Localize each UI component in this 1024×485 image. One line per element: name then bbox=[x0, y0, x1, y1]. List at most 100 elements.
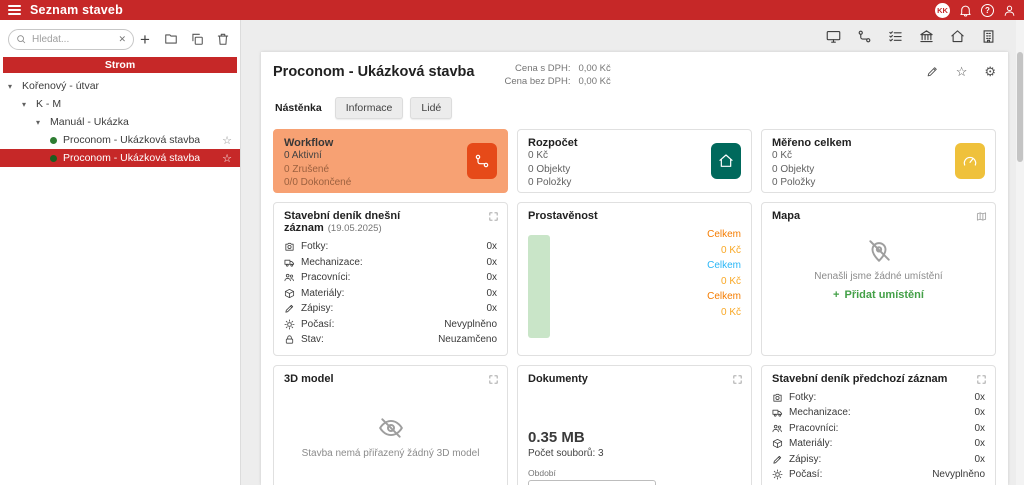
card-workflow[interactable]: Workflow 0 Aktivní 0 Zrušené 0/0 Dokonče… bbox=[273, 129, 508, 193]
tab-nastenka[interactable]: Nástěnka bbox=[275, 102, 322, 114]
tab-lide[interactable]: Lidé bbox=[410, 97, 453, 119]
truck-icon bbox=[284, 257, 295, 268]
status-dot bbox=[50, 154, 57, 162]
chevron-down-icon[interactable]: ▾ bbox=[8, 81, 13, 91]
map-button[interactable] bbox=[976, 210, 987, 225]
map-empty-state: Nenašli jsme žádné umístění + Přidat umí… bbox=[772, 238, 985, 301]
card-mereno[interactable]: Měřeno celkem 0 Kč 0 Objekty 0 Položky bbox=[761, 129, 996, 193]
expand-icon bbox=[732, 374, 743, 385]
home-button[interactable] bbox=[947, 26, 967, 46]
expand-button[interactable] bbox=[488, 210, 499, 225]
bank-button[interactable] bbox=[916, 26, 936, 46]
chevron-down-icon[interactable]: ▾ bbox=[22, 99, 27, 109]
header-actions: ☆ ⚙ bbox=[926, 65, 996, 78]
tabs: Nástěnka Informace Lidé bbox=[273, 97, 996, 119]
camera-icon bbox=[772, 392, 783, 403]
card-title: Stavební deník předchozí záznam bbox=[772, 372, 948, 385]
building-icon bbox=[981, 29, 996, 44]
card-rozpocet[interactable]: Rozpočet 0 Kč 0 Objekty 0 Položky bbox=[517, 129, 752, 193]
star-icon[interactable]: ☆ bbox=[222, 134, 232, 147]
tree-node-stavba-2-selected[interactable]: Proconom - Ukázková stavba ☆ bbox=[0, 149, 240, 167]
add-button[interactable]: + bbox=[134, 28, 156, 50]
content-panel: Proconom - Ukázková stavba Cena s DPH: 0… bbox=[261, 52, 1008, 485]
chevron-down-icon[interactable]: ▾ bbox=[36, 117, 41, 127]
edit-button[interactable] bbox=[926, 65, 939, 78]
new-folder-button[interactable] bbox=[160, 28, 182, 50]
diary-row: Fotky: 0x bbox=[772, 390, 985, 406]
search-input[interactable] bbox=[30, 32, 115, 46]
period-select[interactable]: Vše ▾ bbox=[528, 479, 656, 485]
card-denik-predchozi: Stavební deník předchozí záznam Fotky: 0x… bbox=[761, 364, 996, 485]
home-icon bbox=[718, 153, 734, 169]
status-dot bbox=[50, 136, 57, 144]
card-denik-dnesni: Stavební deník dnešní záznam (19.05.2025)… bbox=[273, 202, 508, 356]
panel-header: Proconom - Ukázková stavba Cena s DPH: 0… bbox=[273, 62, 996, 88]
trash-icon bbox=[216, 32, 230, 46]
diary-row: Mechanizace: 0x bbox=[284, 255, 497, 271]
pencil-icon bbox=[284, 303, 295, 314]
tree-node-root[interactable]: ▾ Kořenový - útvar bbox=[0, 77, 240, 95]
tree-node-label: Proconom - Ukázková stavba bbox=[63, 134, 201, 146]
tree-node-km[interactable]: ▾ K - M bbox=[0, 95, 240, 113]
documents-count: Počet souborů: 3 bbox=[528, 447, 604, 459]
delete-button[interactable] bbox=[212, 28, 234, 50]
pencil-icon bbox=[772, 454, 783, 465]
monitor-button[interactable] bbox=[823, 26, 843, 46]
expand-button[interactable] bbox=[732, 373, 743, 388]
copy-button[interactable] bbox=[186, 28, 208, 50]
card-title: Mapa bbox=[772, 210, 801, 222]
workflow-button[interactable] bbox=[854, 26, 874, 46]
card-title: Rozpočet bbox=[528, 137, 578, 149]
tree-node-manual[interactable]: ▾ Manuál - Ukázka bbox=[0, 113, 240, 131]
tree: ▾ Kořenový - útvar ▾ K - M ▾ Manuál - Uk… bbox=[0, 73, 240, 167]
avatar[interactable]: KK bbox=[935, 2, 950, 18]
add-location-button[interactable]: + Přidat umístění bbox=[833, 289, 924, 301]
card-prostavenost: Prostavěnost Celkem 0 Kč Celkem 0 Kč Cel… bbox=[517, 202, 752, 356]
help-icon[interactable]: ? bbox=[981, 3, 994, 17]
settings-button[interactable]: ⚙ bbox=[984, 64, 996, 79]
weather-icon bbox=[284, 319, 295, 330]
profile-icon[interactable] bbox=[1003, 4, 1016, 17]
card-title: Stavební deník dnešní záznam (19.05.2025) bbox=[284, 210, 401, 234]
star-icon[interactable]: ☆ bbox=[222, 152, 232, 165]
building-button[interactable] bbox=[978, 26, 998, 46]
main-area: Proconom - Ukázková stavba Cena s DPH: 0… bbox=[241, 20, 1024, 485]
tree-header: Strom bbox=[3, 57, 237, 73]
expand-button[interactable] bbox=[488, 373, 499, 388]
favorite-button[interactable]: ☆ bbox=[955, 64, 968, 79]
diary-row: Materiály: 0x bbox=[772, 436, 985, 452]
monitor-icon bbox=[826, 29, 841, 44]
clear-search-icon[interactable]: ✕ bbox=[118, 33, 126, 44]
budget-badge[interactable] bbox=[711, 143, 741, 179]
search-icon bbox=[16, 34, 26, 44]
sidebar: ✕ + Strom ▾ Kořenový - útvar ▾ K - M ▾ M… bbox=[0, 20, 241, 485]
price-with-vat-label: Cena s DPH: bbox=[515, 63, 571, 74]
diary-rows: Fotky: 0x Mechanizace: 0x Pracovníci: 0x Ma… bbox=[772, 390, 985, 485]
folder-icon bbox=[164, 32, 178, 46]
materials-icon bbox=[284, 288, 295, 299]
tab-informace[interactable]: Informace bbox=[334, 97, 404, 119]
card-dokumenty: Dokumenty 0.35 MB Počet souborů: 3 Obdob… bbox=[517, 364, 752, 485]
bell-icon[interactable] bbox=[959, 4, 972, 17]
topbar-actions: KK ? bbox=[935, 2, 1016, 18]
expand-button[interactable] bbox=[976, 373, 987, 388]
search-box[interactable]: ✕ bbox=[8, 28, 134, 50]
diary-row: Pracovníci: 0x bbox=[772, 421, 985, 437]
tree-node-label: Proconom - Ukázková stavba bbox=[63, 152, 201, 164]
stat-line: 0 Aktivní bbox=[284, 150, 322, 161]
menu-icon[interactable] bbox=[8, 5, 21, 15]
tree-node-label: K - M bbox=[36, 98, 62, 110]
home-icon bbox=[950, 29, 965, 44]
workflow-badge[interactable] bbox=[467, 143, 497, 179]
tree-node-label: Manuál - Ukázka bbox=[50, 116, 129, 128]
tree-node-label: Kořenový - útvar bbox=[22, 80, 100, 92]
scrollbar-thumb[interactable] bbox=[1017, 52, 1023, 162]
tasks-button[interactable] bbox=[885, 26, 905, 46]
expand-icon bbox=[488, 211, 499, 222]
workers-icon bbox=[772, 423, 783, 434]
scrollbar[interactable] bbox=[1016, 20, 1024, 485]
pencil-icon bbox=[926, 65, 939, 78]
sidebar-toolbar: ✕ + bbox=[0, 20, 240, 55]
tree-node-stavba-1[interactable]: Proconom - Ukázková stavba ☆ bbox=[0, 131, 240, 149]
measured-badge[interactable] bbox=[955, 143, 985, 179]
